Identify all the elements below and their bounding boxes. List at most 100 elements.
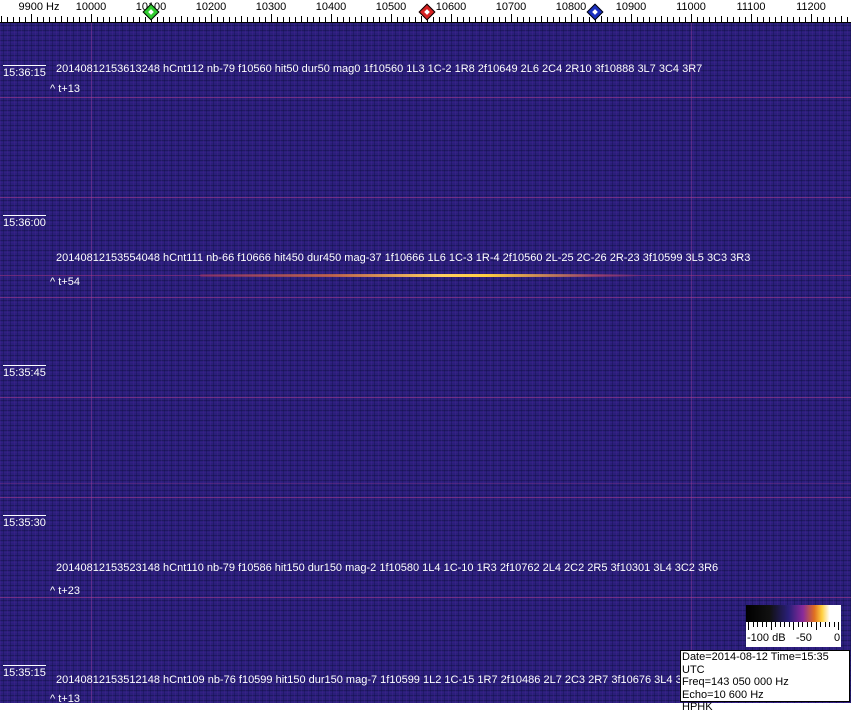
x-tick-label: 11200: [796, 1, 826, 13]
axis-tick: [553, 17, 554, 22]
axis-tick: [763, 17, 764, 22]
meteor-echo: [200, 274, 640, 277]
x-tick-label: 9900 Hz: [18, 1, 60, 13]
colorbar-tick: [838, 622, 839, 630]
axis-tick: [547, 17, 548, 22]
colorbar-tick: [824, 622, 826, 627]
axis-tick: [109, 17, 110, 22]
axis-tick: [175, 17, 176, 22]
axis-tick: [667, 17, 668, 22]
colorbar-tick: [748, 622, 749, 630]
axis-tick: [739, 17, 740, 22]
axis-tick: [793, 17, 794, 22]
axis-tick: [133, 17, 134, 22]
axis-tick: [1, 16, 2, 22]
axis-tick: [769, 17, 770, 22]
axis-tick: [535, 17, 536, 22]
colorbar-tick: [784, 622, 785, 627]
axis-tick: [343, 17, 344, 22]
axis-tick: [757, 17, 758, 22]
colorbar-tick: [833, 622, 835, 627]
colorbar-tick: [797, 622, 799, 627]
axis-tick: [517, 17, 518, 22]
axis-tick: [823, 17, 824, 22]
axis-tick: [733, 17, 734, 22]
x-tick-label: 10800: [555, 1, 587, 13]
axis-tick: [139, 17, 140, 22]
x-tick-label: 10300: [255, 1, 287, 13]
axis-tick: [307, 17, 308, 22]
axis-tick: [31, 14, 32, 22]
axis-tick: [157, 17, 158, 22]
axis-tick: [703, 17, 704, 22]
axis-tick: [379, 17, 380, 22]
axis-tick: [463, 17, 464, 22]
axis-tick: [145, 17, 146, 22]
axis-tick: [49, 17, 50, 22]
axis-tick: [577, 17, 578, 22]
axis-tick: [481, 16, 482, 22]
axis-tick: [565, 17, 566, 22]
axis-tick: [277, 17, 278, 22]
grid-line: [91, 23, 92, 703]
axis-tick: [499, 17, 500, 22]
axis-tick: [715, 17, 716, 22]
colorbar-tick: [752, 622, 754, 627]
axis-tick: [325, 17, 326, 22]
colorbar-tick: [775, 622, 776, 627]
detection-note: 20140812153554048 hCnt111 nb-66 f10666 h…: [56, 252, 751, 264]
axis-tick: [751, 14, 752, 22]
axis-tick: [211, 14, 212, 22]
axis-tick: [721, 16, 722, 22]
axis-tick: [103, 17, 104, 22]
axis-tick: [253, 17, 254, 22]
detection-offset: ^ t+54: [50, 276, 80, 288]
axis-tick: [541, 16, 542, 22]
axis-tick: [169, 17, 170, 22]
axis-tick: [67, 17, 68, 22]
axis-tick: [511, 14, 512, 22]
axis-tick: [265, 17, 266, 22]
x-tick-label: 10700: [495, 1, 527, 13]
axis-tick: [247, 17, 248, 22]
time-label: 15:35:30: [3, 515, 46, 529]
info-echo: Echo=10 600 Hz: [682, 688, 764, 701]
axis-tick: [223, 17, 224, 22]
axis-tick: [469, 17, 470, 22]
axis-tick: [679, 17, 680, 22]
axis-tick: [397, 17, 398, 22]
axis-tick: [187, 17, 188, 22]
axis-tick: [121, 16, 122, 22]
axis-tick: [229, 17, 230, 22]
info-date: Date=2014-08-12 Time=15:35 UTC: [682, 651, 829, 676]
axis-tick: [319, 17, 320, 22]
axis-tick: [37, 17, 38, 22]
colorbar-tick: [779, 622, 781, 627]
colorbar-tick: [788, 622, 790, 627]
time-label: 15:36:00: [3, 215, 46, 229]
colorbar-tick: [829, 622, 830, 627]
axis-tick: [805, 17, 806, 22]
axis-tick: [505, 17, 506, 22]
colorbar-tick: [820, 622, 821, 627]
axis-tick: [559, 17, 560, 22]
grid-line: [0, 597, 851, 598]
axis-tick: [295, 17, 296, 22]
axis-tick: [415, 17, 416, 22]
axis-tick: [625, 17, 626, 22]
x-tick-label: 11100: [736, 1, 766, 13]
axis-tick: [85, 17, 86, 22]
detection-note: 20140812153613248 hCnt112 nb-79 f10560 h…: [56, 63, 703, 75]
axis-tick: [835, 17, 836, 22]
colorbar-tick: [802, 622, 803, 627]
grid-line: [0, 97, 851, 98]
axis-tick: [349, 17, 350, 22]
axis-tick: [691, 14, 692, 22]
axis-tick: [181, 16, 182, 22]
axis-tick: [451, 14, 452, 22]
colorbar-tick: [793, 622, 794, 630]
axis-tick: [205, 17, 206, 22]
detection-offset: ^ t+13: [50, 83, 80, 95]
axis-tick: [619, 17, 620, 22]
axis-tick: [19, 17, 20, 22]
